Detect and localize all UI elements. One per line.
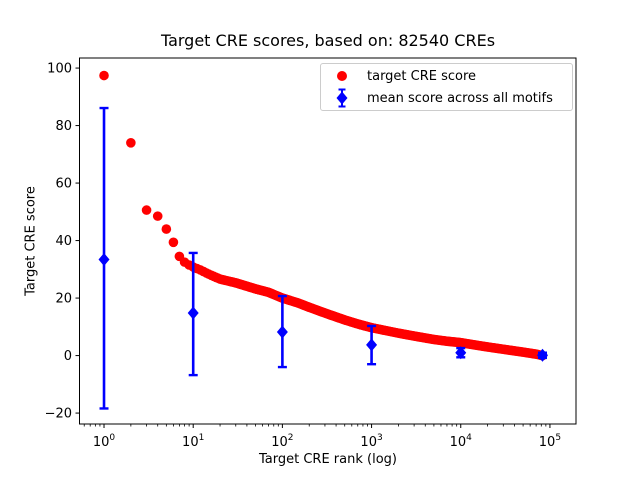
blue-diamond-errorbar-marker-icon xyxy=(330,87,354,109)
y-tick-label: 20 xyxy=(55,292,72,307)
x-axis: 100 101 102 103 104 105 xyxy=(83,424,561,450)
x-axis-label: Target CRE rank (log) xyxy=(259,452,397,467)
red-circle-marker-icon xyxy=(330,71,354,81)
y-tick-label: −20 xyxy=(45,407,72,422)
x-tick-label: 103 xyxy=(360,433,382,450)
x-tick-label: 100 xyxy=(93,433,116,450)
y-tick-label: 0 xyxy=(64,349,72,364)
y-tick-label: 100 xyxy=(47,62,72,77)
chart-title: Target CRE scores, based on: 82540 CREs xyxy=(160,31,496,50)
legend-label: mean score across all motifs xyxy=(367,90,553,106)
legend: target CRE score mean score across all m… xyxy=(320,63,573,111)
red-series-target-cre-score xyxy=(99,70,548,361)
blue-series-mean-score xyxy=(98,106,549,410)
axes-frame xyxy=(79,57,577,425)
y-tick-label: 40 xyxy=(55,234,72,249)
x-tick-label: 101 xyxy=(182,433,204,450)
y-tick-label: 80 xyxy=(55,119,72,134)
x-tick-label: 105 xyxy=(539,433,561,450)
legend-item-target-cre-score: target CRE score xyxy=(321,65,572,87)
legend-item-mean-score: mean score across all motifs xyxy=(321,87,572,109)
y-axis: −20 0 20 40 60 80 100 xyxy=(45,62,80,422)
x-tick-label: 104 xyxy=(450,433,473,450)
x-tick-label: 102 xyxy=(271,433,293,450)
y-tick-label: 60 xyxy=(55,177,72,192)
legend-label: target CRE score xyxy=(367,68,477,84)
y-axis-label: Target CRE score xyxy=(23,186,39,296)
